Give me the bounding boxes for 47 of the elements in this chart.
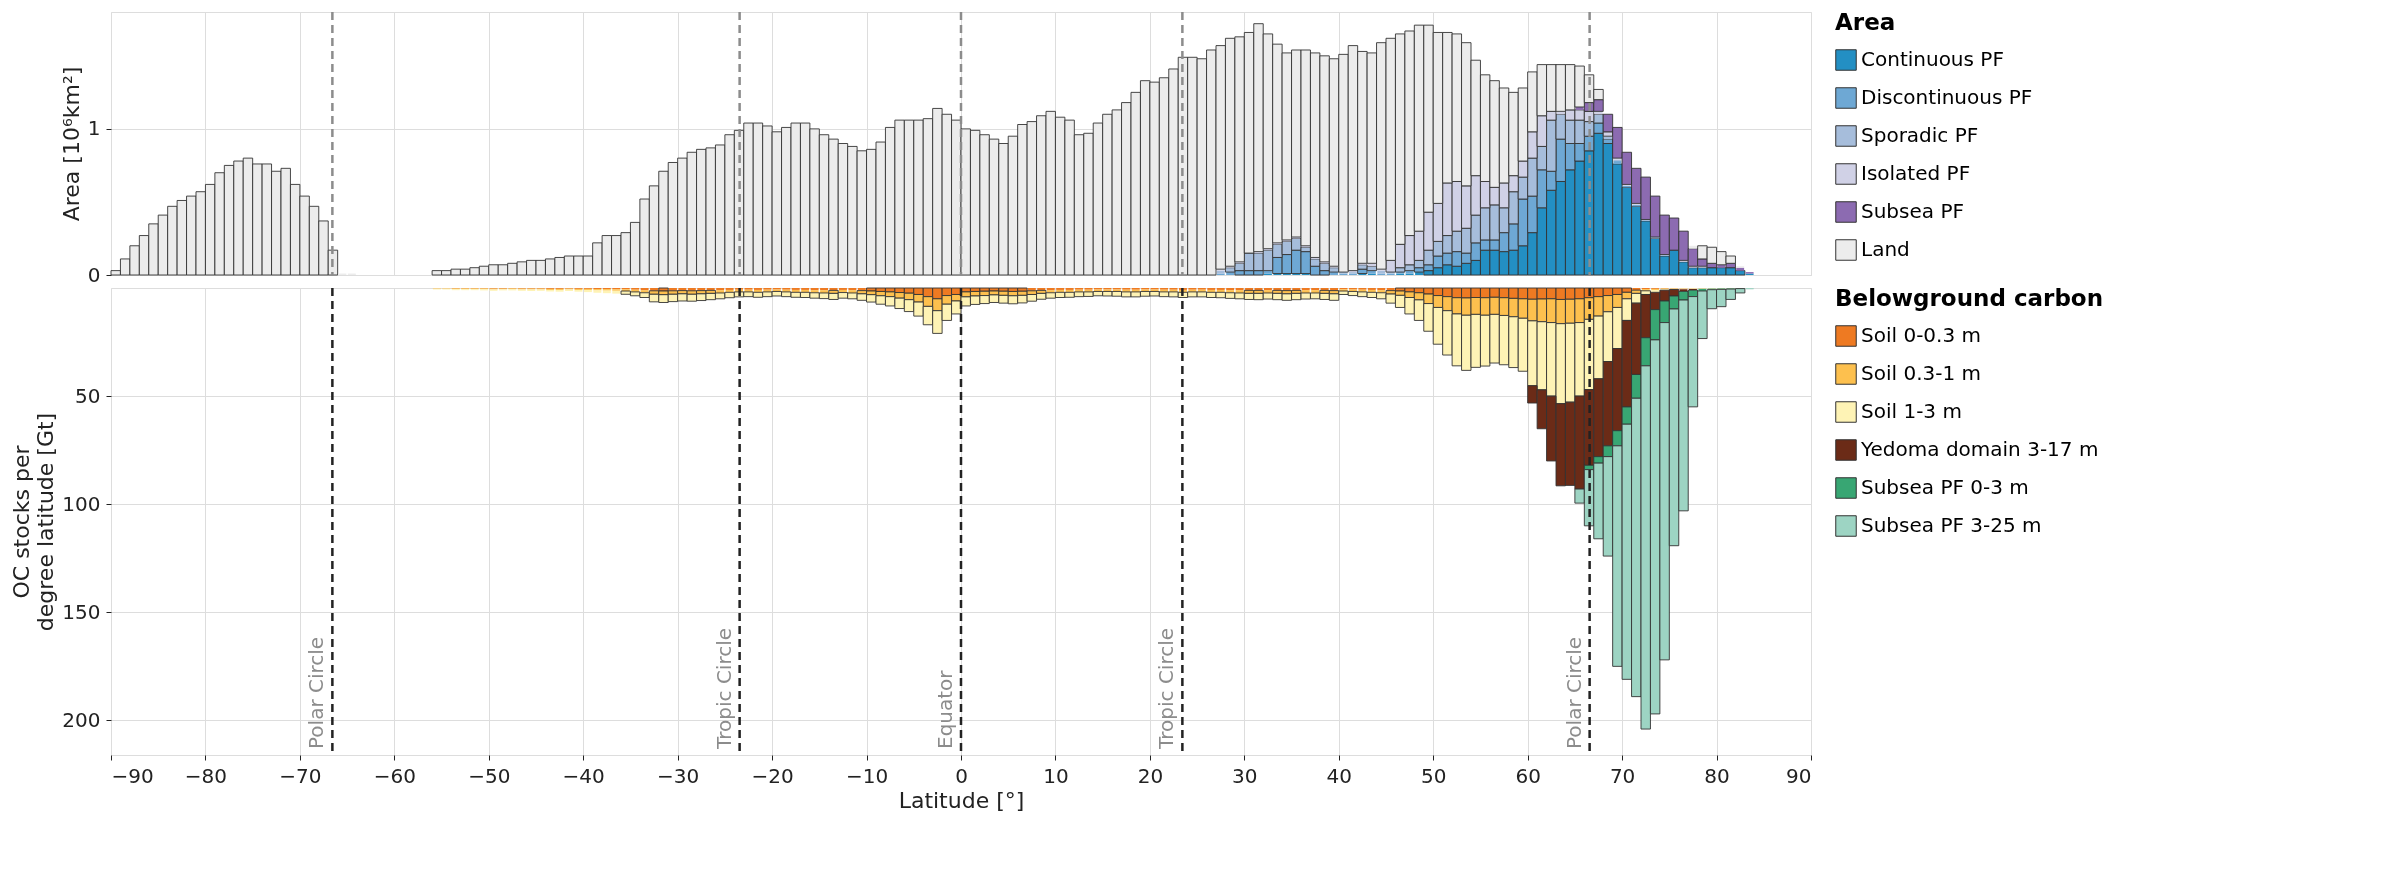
legend-label: Isolated PF [1861,161,1971,185]
x-tick-label: 20 [1137,763,1164,788]
x-tick-label: −70 [279,763,322,788]
x-tick-label: −20 [751,763,794,788]
x-tick-label: 90 [1786,763,1812,788]
x-tick-label: −60 [373,763,416,788]
legend-label: Continuous PF [1861,47,2004,71]
y-tick-label: 50 [75,383,101,408]
y-tick-label: 1 [87,116,101,141]
x-axis-title: Latitude [°] [898,787,1025,813]
ref-line-label: Polar Circle [1561,636,1586,749]
legend-title: Belowground carbon [1835,285,2104,311]
x-tick-label: 10 [1043,763,1069,788]
legend-label: Land [1861,237,1910,261]
legend-label: Soil 1-3 m [1861,399,1962,423]
x-tick-label: 70 [1609,763,1636,788]
y-axis-title: OC stocks per degree latitude [Gt] [9,412,59,632]
y-tick-label: 150 [62,599,101,624]
x-tick-label: 40 [1326,763,1352,788]
legend-label: Subsea PF 0-3 m [1861,475,2029,499]
x-tick-label: −80 [184,763,228,788]
x-tick-label: −10 [845,763,889,788]
legend-label: Subsea PF 3-25 m [1861,513,2042,537]
legend-label: Discontinuous PF [1861,85,2033,109]
x-tick-label: 0 [955,763,968,788]
x-tick-label: 60 [1515,763,1541,788]
ref-line-label: Polar Circle [304,636,329,749]
y-axis-title: Area [10⁶km²] [58,66,84,222]
x-tick-label: −50 [468,763,511,788]
x-tick-label: −90 [111,763,154,788]
legend-label: Yedoma domain 3-17 m [1860,437,2099,461]
legend-label: Sporadic PF [1861,123,1979,147]
legend-label: Soil 0-0.3 m [1861,323,1981,347]
legend-label: Subsea PF [1861,199,1964,223]
legend-label: Soil 0.3-1 m [1861,361,1981,385]
ref-line-label: Equator [933,669,957,749]
x-tick-label: −30 [657,763,700,788]
y-tick-label: 0 [87,262,101,287]
y-tick-label: 100 [62,491,101,516]
x-tick-label: 50 [1421,763,1447,788]
ref-line-label: Tropic Circle [711,627,736,750]
x-tick-label: 30 [1232,763,1258,788]
x-tick-label: −40 [562,763,605,788]
x-tick-label: 80 [1704,763,1730,788]
ref-line-label: Tropic Circle [1154,627,1179,750]
y-tick-label: 200 [62,707,101,732]
legend-title: Area [1835,9,1896,35]
